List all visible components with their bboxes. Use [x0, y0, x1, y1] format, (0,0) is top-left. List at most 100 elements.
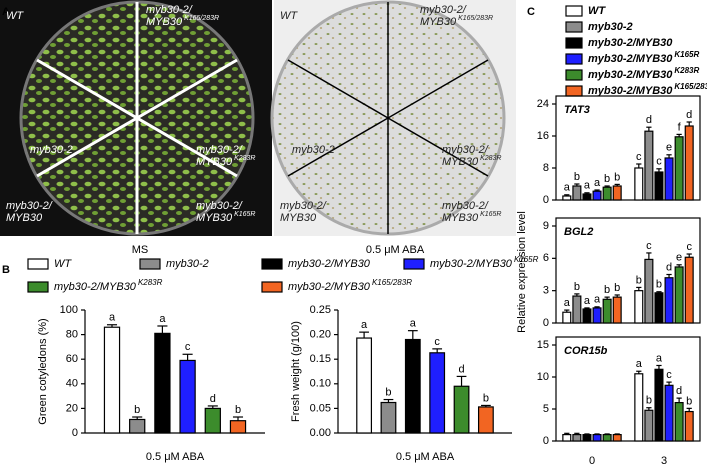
y-tick-label: 0.20 — [310, 329, 331, 341]
y-tick-label: 6 — [543, 252, 549, 264]
y-tick-label: 0.25 — [310, 304, 331, 316]
significance-letter: c — [434, 336, 440, 348]
legend-swatch — [261, 258, 283, 270]
bar — [654, 171, 664, 201]
legend-text: myb30-2/MYB30 — [54, 281, 137, 293]
significance-letter: b — [614, 282, 620, 294]
x-tick-label: 0 — [589, 455, 595, 467]
bar — [684, 410, 694, 442]
y-tick-label: 8 — [543, 162, 549, 174]
bar — [664, 157, 674, 201]
y-axis-title: Relative expression level — [516, 211, 528, 333]
bar — [684, 256, 694, 324]
plot-frame — [555, 336, 701, 442]
significance-letter: d — [210, 393, 216, 405]
significance-letter: a — [159, 313, 166, 325]
y-tick-label: 0 — [72, 427, 78, 439]
photo-label: myb30-2/ — [442, 144, 489, 156]
label-text: WT — [280, 10, 298, 22]
legend-sup: K165/283R — [372, 278, 412, 287]
significance-letter: b — [604, 173, 610, 185]
x-tick-label: 0.5 μM ABA — [396, 451, 455, 463]
panel-letter: B — [2, 264, 10, 276]
legend-swatch — [565, 85, 583, 97]
significance-letter: b — [574, 281, 580, 293]
significance-letter: a — [109, 312, 116, 324]
significance-letter: a — [410, 318, 417, 330]
significance-letter: c — [646, 240, 652, 252]
legend-swatch — [27, 281, 49, 293]
bar — [674, 402, 684, 442]
significance-letter: b — [646, 395, 652, 407]
legend-label: myb30-2 — [588, 21, 633, 33]
photo-label: myb30-2/ — [196, 144, 243, 156]
label-text: WT — [6, 10, 24, 22]
photo-label: WT — [6, 10, 24, 22]
photo-label: myb30-2/ — [6, 200, 53, 212]
y-tick-label: 3 — [543, 285, 549, 297]
bar — [634, 167, 644, 201]
legend-label: myb30-2/MYB30 K283R — [588, 66, 700, 81]
plot-frame — [555, 217, 701, 324]
significance-letter: a — [594, 294, 601, 306]
legend-text: myb30-2/MYB30 — [588, 37, 673, 49]
significance-letter: b — [686, 395, 692, 407]
label-text: MYB30 — [196, 212, 233, 224]
label-text: MYB30 — [442, 212, 479, 224]
significance-letter: e — [676, 252, 682, 264]
bar — [612, 185, 622, 201]
significance-letter: b — [574, 171, 580, 183]
y-tick-label: 9 — [543, 220, 549, 232]
significance-letter: c — [686, 241, 692, 253]
bar — [644, 409, 654, 442]
legend-swatch — [565, 21, 583, 33]
legend-text: WT — [588, 5, 606, 17]
y-tick-label: 100 — [60, 304, 78, 316]
significance-letter: a — [636, 358, 643, 370]
significance-letter: d — [676, 385, 682, 397]
y-tick-label: 0 — [543, 435, 549, 447]
y-axis-title: Fresh weight (g/100) — [290, 321, 302, 422]
significance-letter: b — [134, 404, 140, 416]
bar — [634, 373, 644, 442]
legend-text: myb30-2/MYB30 — [288, 281, 371, 293]
label-text: MYB30 — [280, 212, 317, 224]
bar — [592, 307, 602, 324]
bar — [404, 338, 421, 434]
photo-label: myb30-2 — [30, 144, 73, 156]
bar — [674, 136, 684, 201]
y-axis-title: Green cotyledons (%) — [37, 318, 49, 424]
legend-label: WT — [588, 5, 606, 17]
bar — [429, 352, 446, 434]
legend-swatch — [565, 37, 583, 49]
y-tick-label: 10 — [537, 371, 549, 383]
significance-letter: b — [604, 284, 610, 296]
bar — [644, 258, 654, 324]
significance-letter: a — [564, 297, 571, 309]
significance-letter: d — [458, 363, 464, 375]
y-tick-label: 0.05 — [310, 402, 331, 414]
legend-swatch — [403, 258, 425, 270]
bar — [204, 407, 221, 434]
y-tick-label: 40 — [66, 378, 78, 390]
legend-swatch — [565, 69, 583, 81]
legend-text: myb30-2/MYB30 — [588, 85, 673, 97]
legend-label: WT — [54, 258, 72, 270]
y-tick-label: 0.15 — [310, 353, 331, 365]
legend-text: myb30-2/MYB30 — [288, 258, 371, 270]
y-tick-label: 5 — [543, 403, 549, 415]
label-text: MYB30 — [6, 212, 43, 224]
y-tick-label: 20 — [66, 402, 78, 414]
photo-label: MYB30 — [280, 212, 317, 224]
legend-text: myb30-2/MYB30 — [588, 53, 673, 65]
significance-letter: c — [636, 151, 642, 163]
photo-label: myb30-2/ — [196, 200, 243, 212]
bar — [612, 434, 622, 442]
y-tick-label: 15 — [537, 339, 549, 351]
legend-label: myb30-2/MYB30 K283R — [54, 278, 163, 293]
bar — [129, 418, 146, 434]
photo-label: myb30-2/ — [442, 200, 489, 212]
legend-sup: K165R — [674, 50, 699, 59]
